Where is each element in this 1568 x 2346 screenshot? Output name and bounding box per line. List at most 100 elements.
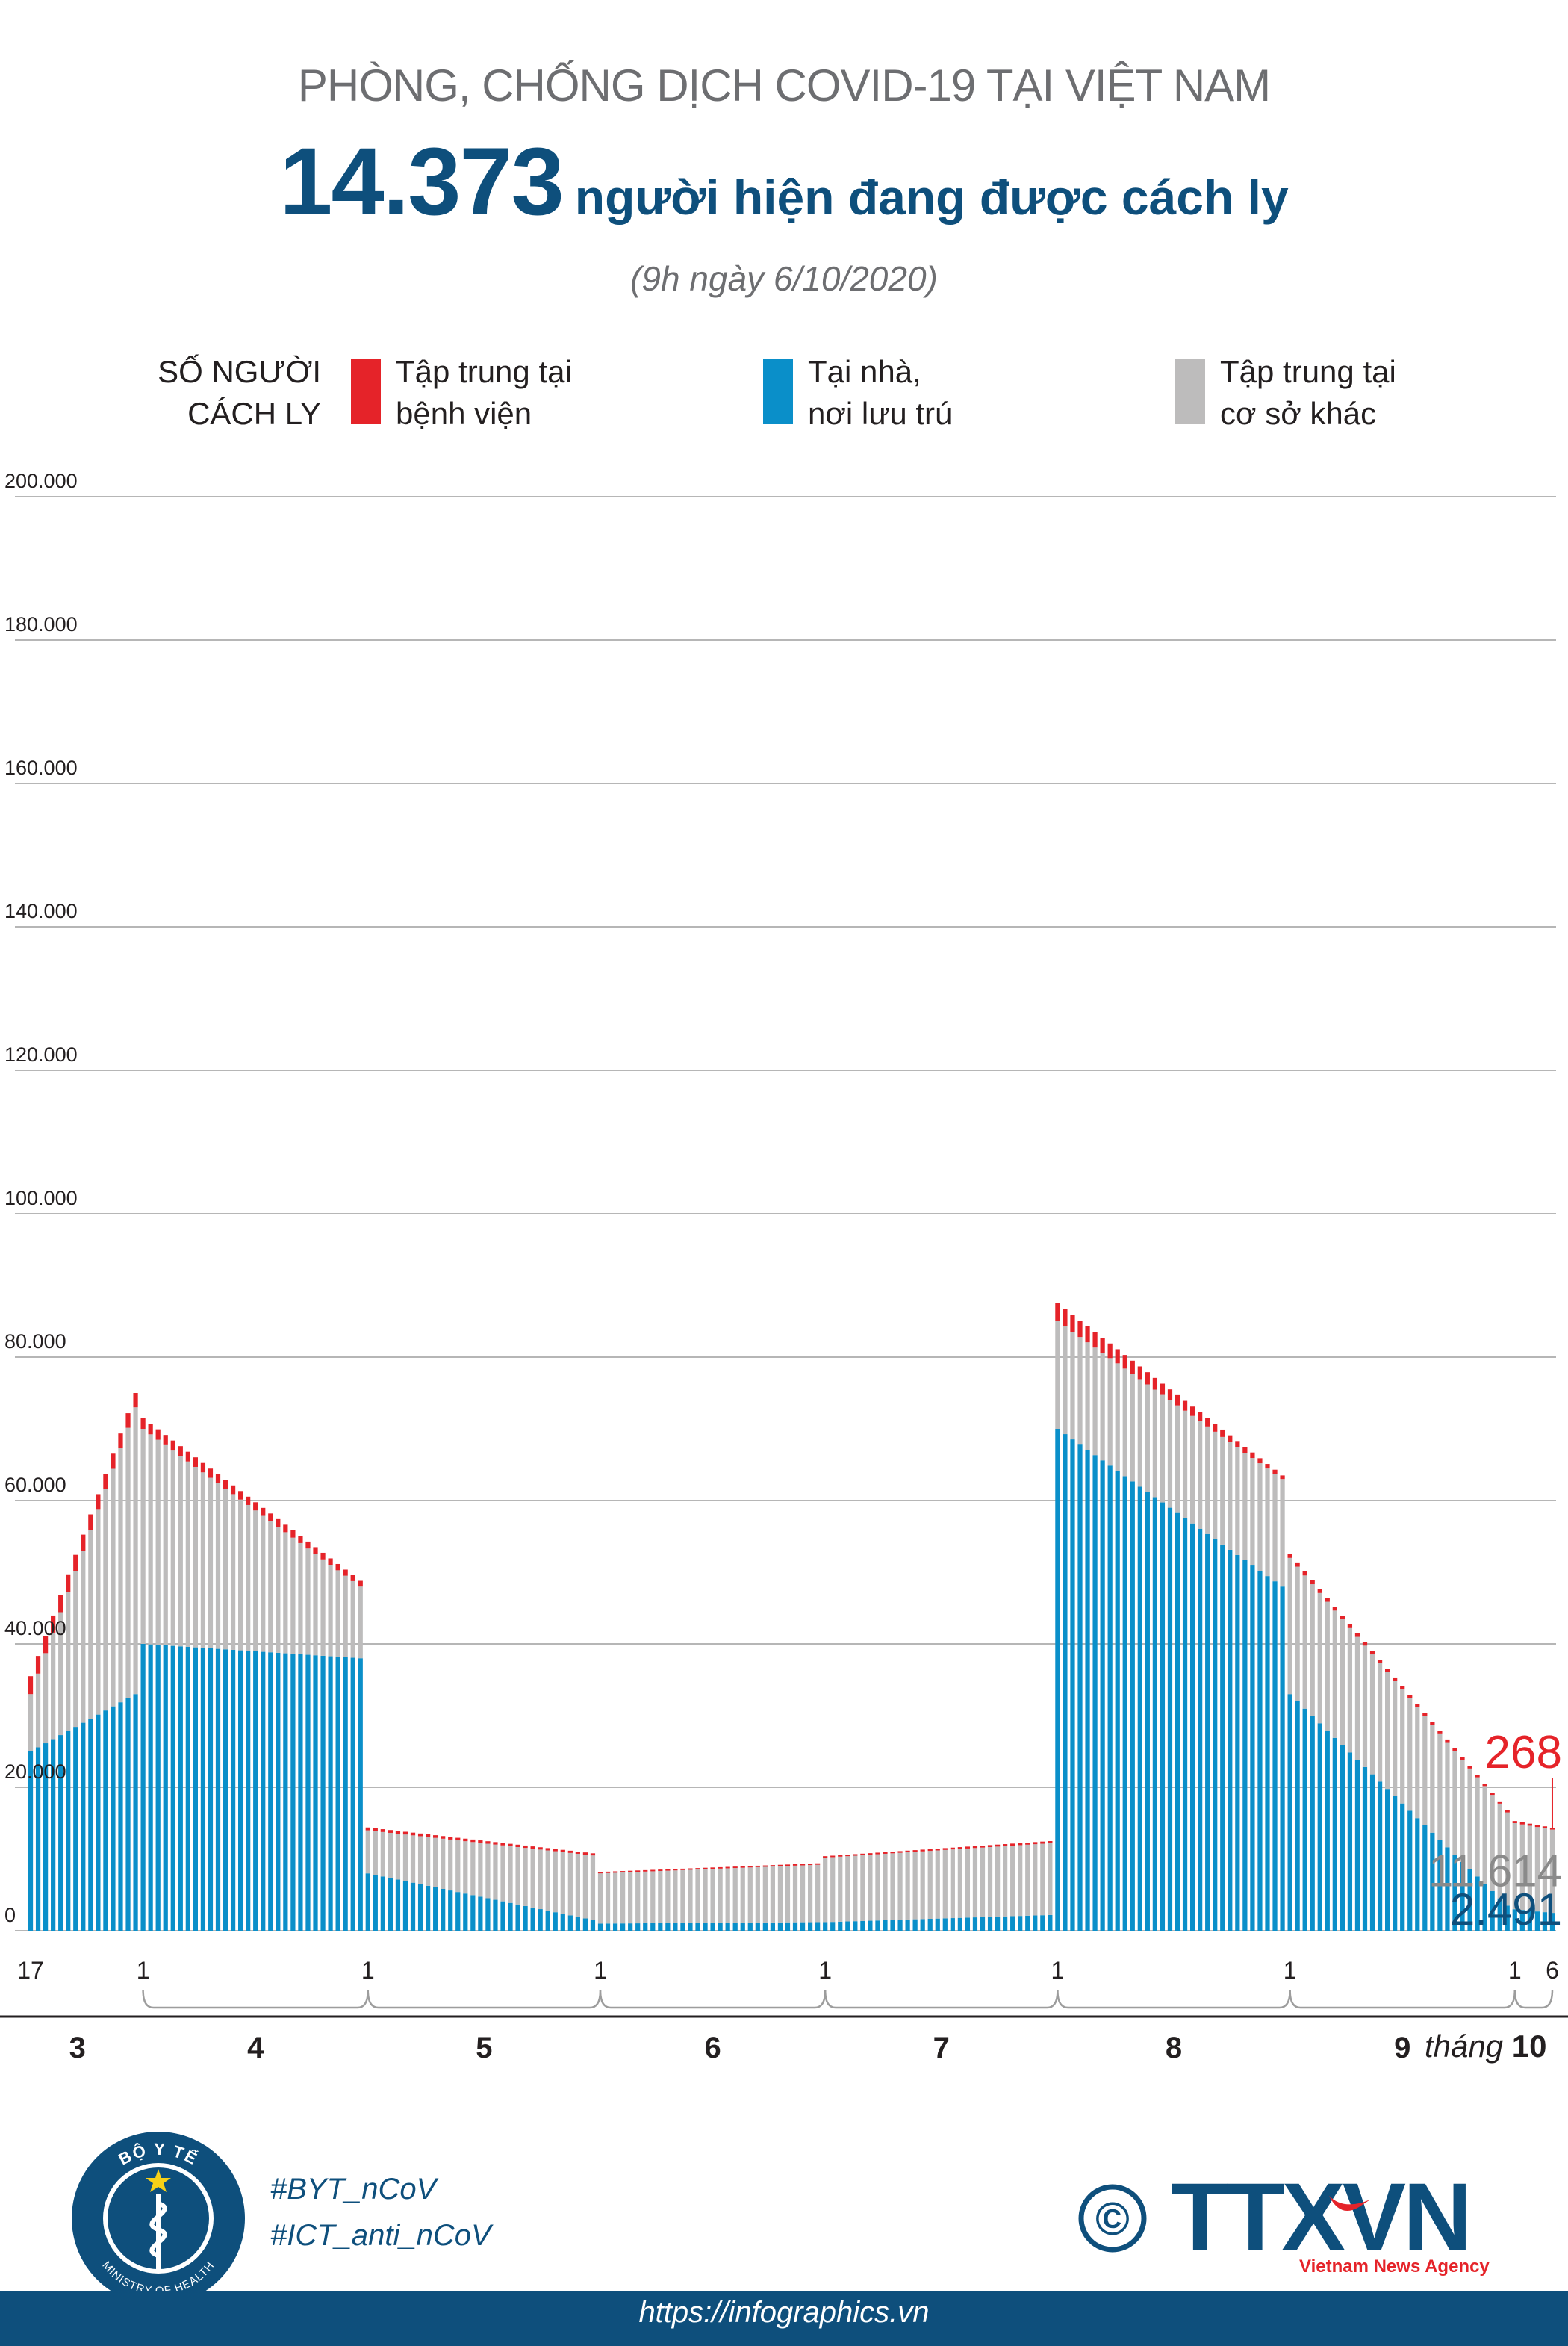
bar-hospital bbox=[500, 1843, 505, 1846]
bar-hospital bbox=[590, 1853, 596, 1856]
bar-other bbox=[96, 1509, 101, 1715]
bar-home bbox=[792, 1922, 798, 1931]
bar-home bbox=[290, 1654, 296, 1931]
month-bracket bbox=[1513, 1990, 1554, 2009]
bar-home bbox=[1385, 1789, 1390, 1931]
bar-home bbox=[628, 1923, 633, 1931]
y-tick-label: 20.000 bbox=[4, 1760, 66, 1783]
headline: 14.373 người hiện đang được cách ly bbox=[0, 127, 1568, 237]
hashtag-ict[interactable]: #ICT_anti_nCoV bbox=[270, 2219, 491, 2252]
bar-hospital bbox=[111, 1453, 116, 1469]
bar-hospital bbox=[1048, 1841, 1053, 1843]
bar-hospital bbox=[1220, 1429, 1225, 1437]
legend-swatch-hospital bbox=[351, 359, 381, 424]
bar-other bbox=[942, 1849, 948, 1919]
bar-home bbox=[313, 1655, 318, 1931]
legend-item-hospital-line1: Tập trung tại bbox=[396, 354, 572, 389]
bar-hospital bbox=[612, 1871, 618, 1873]
bar-other bbox=[1467, 1768, 1472, 1869]
bar-hospital bbox=[845, 1855, 850, 1857]
bar-hospital bbox=[927, 1849, 933, 1852]
ttxvn-swoosh-icon bbox=[1329, 2196, 1370, 2211]
bar-other bbox=[800, 1865, 806, 1923]
bar-home bbox=[1302, 1708, 1307, 1931]
bar-other bbox=[883, 1853, 888, 1920]
bar-home bbox=[1085, 1450, 1090, 1931]
bar-other bbox=[1003, 1846, 1008, 1917]
bar-home bbox=[500, 1901, 505, 1931]
bar-other bbox=[1519, 1824, 1525, 1911]
bar-home bbox=[740, 1923, 745, 1931]
month-bracket bbox=[824, 1990, 1059, 2009]
bar-hospital bbox=[1175, 1394, 1180, 1406]
bar-home bbox=[305, 1654, 311, 1931]
bar-other bbox=[553, 1851, 558, 1913]
bar-home bbox=[1130, 1481, 1135, 1931]
bar-hospital bbox=[942, 1848, 948, 1850]
bar-other bbox=[1077, 1337, 1083, 1445]
bar-other bbox=[163, 1444, 168, 1645]
bar-hospital bbox=[1182, 1400, 1188, 1411]
bar-other bbox=[853, 1855, 858, 1922]
legend-item-home: Tại nhà, nơi lưu trú bbox=[808, 351, 1047, 435]
bar-other bbox=[365, 1830, 370, 1874]
bar-home bbox=[785, 1922, 791, 1931]
bar-other bbox=[830, 1857, 836, 1923]
bar-hospital bbox=[103, 1474, 108, 1489]
bar-hospital bbox=[965, 1846, 971, 1849]
bar-other bbox=[246, 1504, 251, 1651]
bar-hospital bbox=[1549, 1828, 1555, 1830]
bar-home bbox=[1107, 1465, 1113, 1931]
bar-other bbox=[238, 1499, 243, 1651]
bar-home bbox=[88, 1719, 93, 1931]
bar-other bbox=[148, 1434, 153, 1645]
bar-home bbox=[1497, 1898, 1502, 1931]
bar-other bbox=[1347, 1627, 1353, 1753]
bar-home bbox=[1325, 1731, 1330, 1931]
bar-other bbox=[725, 1868, 730, 1923]
bar-home bbox=[81, 1722, 86, 1931]
bar-home bbox=[1242, 1560, 1248, 1931]
bar-home bbox=[1295, 1701, 1300, 1931]
bar-home bbox=[1482, 1884, 1487, 1931]
hashtag-byt[interactable]: #BYT_nCoV bbox=[270, 2173, 437, 2206]
bar-other bbox=[688, 1869, 693, 1923]
x-axis bbox=[0, 1990, 1568, 2018]
bar-home bbox=[1145, 1492, 1150, 1931]
bar-hospital bbox=[545, 1848, 550, 1851]
legend-swatch-other bbox=[1175, 359, 1205, 424]
bar-other bbox=[673, 1870, 678, 1923]
bar-home bbox=[1317, 1723, 1322, 1931]
bar-home bbox=[178, 1646, 183, 1931]
bar-hospital bbox=[1430, 1722, 1435, 1725]
bar-other bbox=[965, 1848, 971, 1918]
bar-home bbox=[1415, 1818, 1420, 1931]
bar-home bbox=[1362, 1766, 1368, 1931]
bar-other bbox=[762, 1866, 768, 1923]
bar-hospital bbox=[732, 1866, 738, 1869]
bar-other bbox=[1040, 1843, 1045, 1916]
bar-hospital bbox=[628, 1870, 633, 1872]
bar-home bbox=[635, 1923, 641, 1931]
bar-other bbox=[1295, 1566, 1300, 1701]
bar-home bbox=[1152, 1497, 1158, 1931]
y-axis-title: SỐ NGƯỜI CÁCH LY bbox=[112, 351, 321, 435]
bar-home bbox=[673, 1923, 678, 1931]
bar-home bbox=[897, 1920, 903, 1931]
bar-hospital bbox=[1377, 1660, 1383, 1663]
bar-home bbox=[28, 1751, 34, 1931]
bar-home bbox=[350, 1657, 355, 1931]
annotation-home: 2.491 bbox=[1450, 1884, 1562, 1934]
footer-url[interactable]: https://infographics.vn bbox=[638, 2296, 930, 2329]
bar-other bbox=[523, 1848, 528, 1906]
bar-hospital bbox=[770, 1865, 776, 1867]
bar-hospital bbox=[28, 1676, 34, 1695]
bar-home bbox=[410, 1882, 416, 1931]
bar-hospital bbox=[1460, 1757, 1465, 1760]
bar-hospital bbox=[1542, 1826, 1548, 1828]
bar-home bbox=[1018, 1916, 1023, 1931]
bar-hospital bbox=[1452, 1748, 1457, 1751]
bar-other bbox=[1549, 1829, 1555, 1914]
x-day-label: 1 bbox=[1051, 1957, 1065, 1984]
